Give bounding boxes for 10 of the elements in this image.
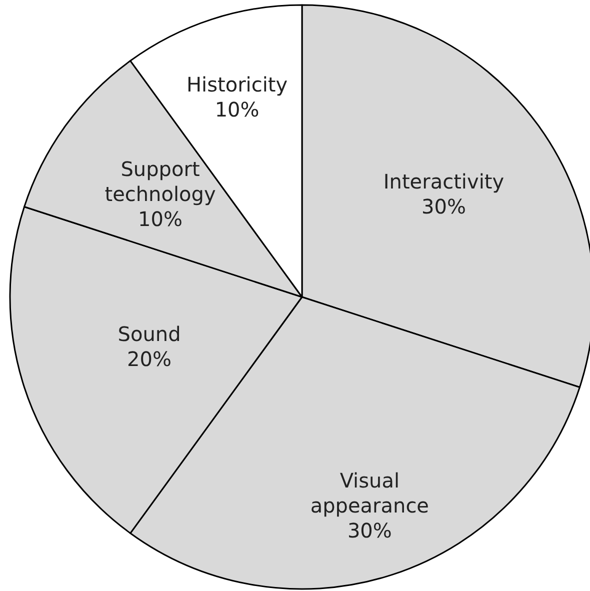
slice-label: Support technology	[104, 157, 216, 206]
slice-label: Interactivity	[383, 170, 504, 194]
data-label: 30%	[347, 518, 392, 542]
data-label: 10%	[138, 207, 182, 232]
data-label: 20%	[127, 347, 172, 372]
slice-label: Visual appearance	[310, 468, 430, 518]
slice-label: Sound	[118, 322, 181, 346]
slice-label: Historicity	[186, 72, 288, 97]
data-label: 10%	[214, 98, 260, 122]
data-label: 30%	[422, 194, 466, 219]
